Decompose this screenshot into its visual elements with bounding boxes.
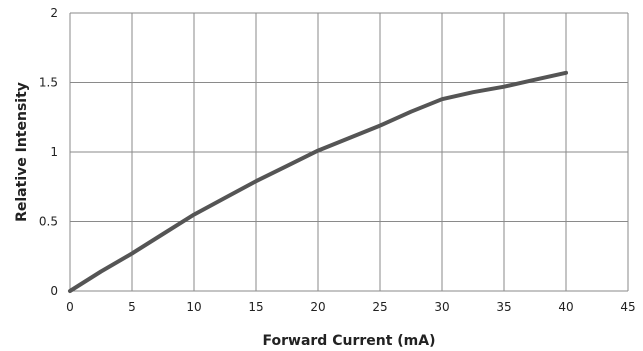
y-tick-label: 2 — [50, 6, 58, 20]
y-tick-label: 0.5 — [39, 215, 58, 229]
series-group — [68, 70, 568, 293]
x-tick-label: 5 — [128, 300, 136, 314]
x-tick-label: 0 — [66, 300, 74, 314]
grid — [69, 12, 629, 292]
x-tick-label: 25 — [372, 300, 387, 314]
x-axis-ticks: 0 5 10 15 20 25 30 35 40 45 — [66, 300, 635, 314]
x-tick-label: 45 — [620, 300, 635, 314]
series-line — [68, 70, 568, 293]
x-tick-label: 35 — [496, 300, 511, 314]
y-axis-ticks: 0 0.5 1 1.5 2 — [39, 6, 58, 298]
x-axis-title: Forward Current (mA) — [263, 333, 436, 349]
x-tick-label: 10 — [186, 300, 201, 314]
y-tick-label: 0 — [50, 284, 58, 298]
y-tick-label: 1.5 — [39, 76, 58, 90]
x-tick-label: 20 — [310, 300, 325, 314]
y-axis-title: Relative Intensity — [14, 82, 30, 222]
x-tick-label: 40 — [558, 300, 573, 314]
x-tick-label: 15 — [248, 300, 263, 314]
y-tick-label: 1 — [50, 145, 58, 159]
x-tick-label: 30 — [434, 300, 449, 314]
